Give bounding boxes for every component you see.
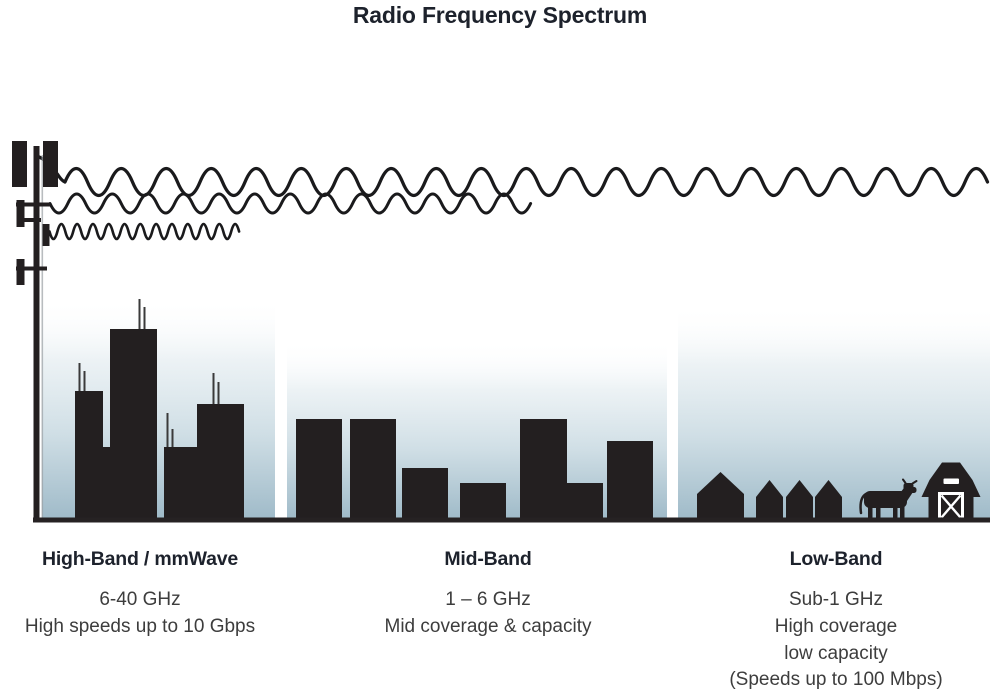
band-frequency-high: 6-40 GHz (99, 589, 181, 610)
band-label-mid: Mid-Band 1 – 6 GHz Mid coverage & capaci… (328, 548, 648, 641)
tower-antenna-panel (42, 224, 50, 246)
cell-tower-icon (12, 141, 58, 518)
wave-short-high-frequency (48, 222, 241, 241)
band-heading-mid: Mid-Band (444, 548, 532, 570)
tower-antenna-panel (16, 200, 25, 227)
band-label-low: Low-Band Sub-1 GHz High coverage low cap… (676, 548, 996, 694)
band-label-high: High-Band / mmWave 6-40 GHz High speeds … (0, 548, 300, 641)
band-description-low-2: low capacity (784, 642, 888, 664)
spectrum-illustration (12, 141, 990, 523)
band-description-low-3: (Speeds up to 100 Mbps) (729, 669, 943, 691)
tower-antenna-panel (12, 141, 27, 187)
band-heading-low: Low-Band (789, 548, 883, 570)
wave-medium-mid-frequency (48, 192, 533, 215)
wave-long-low-frequency (34, 154, 990, 198)
cow-icon (859, 478, 918, 518)
page-title: Radio Frequency Spectrum (352, 2, 648, 28)
band-frequency-mid: 1 – 6 GHz (445, 589, 531, 610)
tower-antenna-panel (43, 141, 58, 187)
band-description-low-1: High coverage (774, 615, 898, 637)
buildings-mid-band (296, 419, 653, 518)
band-description-high: High speeds up to 10 Gbps (24, 615, 256, 637)
city-skyline-high-band (75, 299, 244, 518)
band-heading-high: High-Band / mmWave (41, 548, 239, 570)
houses-low-band (697, 472, 842, 518)
ground-baseline (33, 517, 990, 523)
barn-icon (921, 462, 981, 519)
tower-antenna-panel (16, 259, 25, 285)
band-description-mid: Mid coverage & capacity (384, 615, 592, 637)
band-frequency-low: Sub-1 GHz (789, 589, 883, 610)
